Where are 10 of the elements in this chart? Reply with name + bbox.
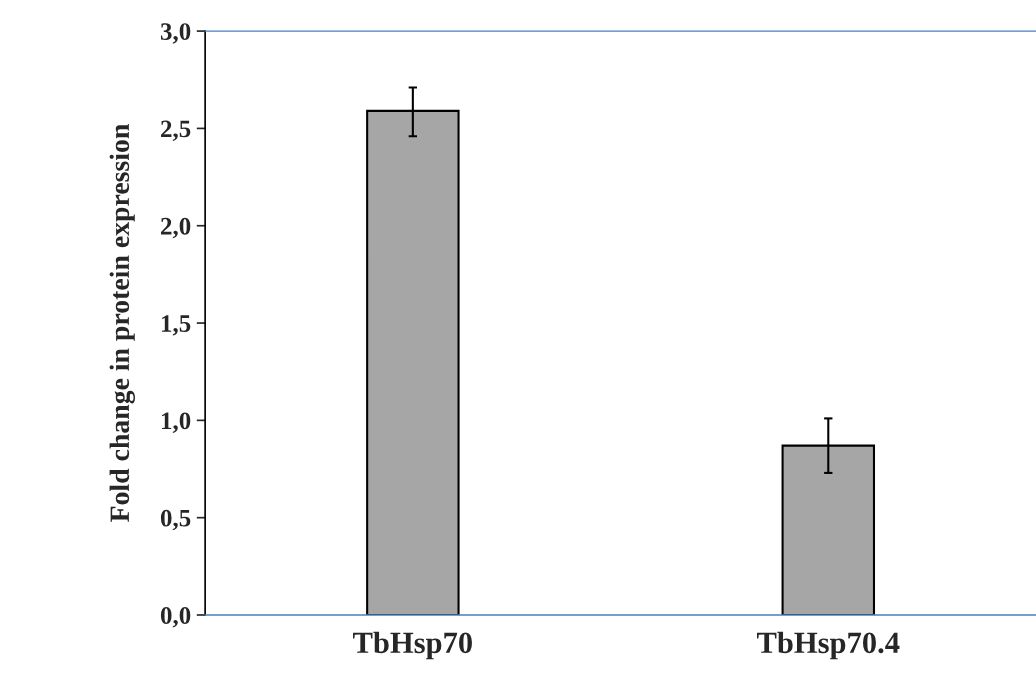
y-tick-label: 2,0 [161,217,191,239]
x-tick-label: TbHsp70 [353,631,472,660]
y-tick-label: 3,0 [160,23,191,44]
y-tick-label: 1,5 [161,315,191,336]
x-tick-label: TbHsp70.4 [757,631,900,660]
y-tick-label: 0,0 [160,607,191,628]
y-axis-title: Fold change in protein expression [109,124,135,522]
y-tick-label: 0,5 [160,509,191,531]
y-tick-label: 2,5 [161,120,191,141]
y-tick-label: 1,0 [161,412,191,433]
